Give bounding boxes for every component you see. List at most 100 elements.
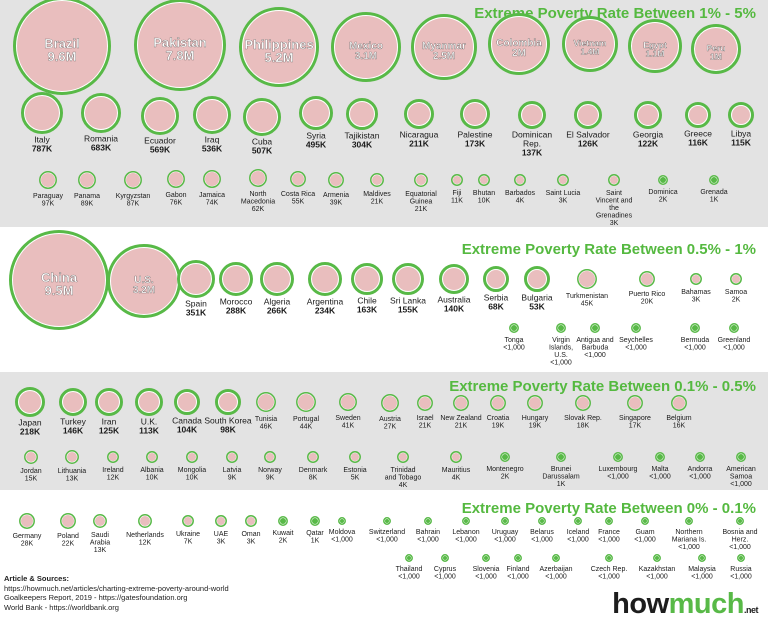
bubble-label: Bulgaria <box>521 293 552 303</box>
bubble-label: Latvia <box>223 467 242 474</box>
bubble-value: 3.1M <box>355 51 377 62</box>
bubble-label: Philippines <box>244 37 313 52</box>
bubble-label: U.S. <box>134 275 154 286</box>
bubble-value: <1,000 <box>625 345 647 352</box>
bubble-mark <box>554 556 558 560</box>
bubble-label: Estonia <box>343 467 366 474</box>
bubble-value: 218K <box>20 427 41 437</box>
bubble-mark <box>109 453 117 461</box>
bubble-label: Grenada <box>700 189 727 196</box>
bubble-value: 2.5M <box>433 51 455 62</box>
sources-header: Article & Sources: <box>4 574 70 583</box>
bubble-label: Ireland <box>102 467 124 474</box>
bubble-label: Guam <box>635 529 654 536</box>
bubble-label: Northern <box>675 529 702 536</box>
bubble-label: Bhutan <box>473 190 495 197</box>
bubble-label: Colombia <box>496 38 542 49</box>
bubble-mark <box>487 270 505 288</box>
bubble-mark <box>95 516 105 526</box>
bubble-value: <1,000 <box>678 544 700 551</box>
bubble-value: 15K <box>25 476 38 483</box>
bubble-value: 126K <box>578 139 599 149</box>
bubble-label: Moldova <box>329 529 356 536</box>
bubble-label: Ukraine <box>176 531 200 538</box>
bubble-value: 7K <box>184 539 193 546</box>
bubble-value: 137K <box>522 148 543 158</box>
bubble-label: Oman <box>241 531 260 538</box>
bubble-mark <box>247 517 255 525</box>
bubble-value: 5K <box>351 475 360 482</box>
bubble-label: Malaysia <box>688 566 716 573</box>
bubble-mark <box>407 556 411 560</box>
bubble-label: South Korea <box>204 416 252 426</box>
bubble-value: 62K <box>252 206 265 213</box>
bubble-value: 68K <box>488 302 504 312</box>
bubble-label: UAE <box>214 531 229 538</box>
bubble-value: 115K <box>731 138 752 148</box>
bubble-label: Norway <box>258 467 282 474</box>
bubble-label: Bahamas <box>681 289 711 296</box>
bubble-value: <1,000 <box>584 352 606 359</box>
bubble-bahrain: Bahrain<1,000 <box>416 517 440 544</box>
bubble-label: Dominica <box>648 189 677 196</box>
band-1-5: Extreme Poverty Rate Between 1% - 5% Bra… <box>0 0 768 227</box>
bubble-value: 787K <box>32 144 53 154</box>
bubble-label: Bermuda <box>681 337 710 344</box>
bubble-mark <box>739 556 743 560</box>
bubble-value: 1K <box>710 197 719 204</box>
bubble-value: <1,000 <box>494 537 516 544</box>
bubble-mark <box>372 175 382 185</box>
bubble-value: 2K <box>732 297 741 304</box>
bubble-label: Bosnia and <box>722 529 757 536</box>
bubble-label: Maldives <box>363 191 391 198</box>
bubble-mark <box>139 392 159 412</box>
bubble-mark <box>138 3 222 87</box>
bubble-value: 9.5M <box>45 283 74 298</box>
bubble-mark <box>579 271 595 287</box>
bubble-value: 1.4M <box>581 47 600 57</box>
bubble-value: 2K <box>501 474 510 481</box>
bubble-russia: Russia<1,000 <box>730 554 752 581</box>
bubble-value: 12K <box>139 540 152 547</box>
bubble-mark <box>629 397 641 409</box>
bubble-value: 45K <box>581 301 594 308</box>
bubble-label: Finland <box>507 566 530 573</box>
source-line: https://howmuch.net/articles/charting-ex… <box>4 583 229 593</box>
bubble-label: Gabon <box>165 192 186 199</box>
bubble-mark <box>181 264 211 294</box>
bubble-label: Australia <box>437 295 470 305</box>
bubble-label: El Salvador <box>566 130 610 140</box>
bubble-label: Herz. <box>732 537 749 544</box>
bubble-label: Grenadines <box>596 213 633 220</box>
bubble-value: 27K <box>384 424 397 431</box>
bubble-value: <1,000 <box>376 537 398 544</box>
bubble-label: Syria <box>306 131 326 141</box>
bubble-label: Singapore <box>619 415 651 422</box>
bubble-mark <box>280 518 286 524</box>
bubble-value: 3K <box>247 539 256 546</box>
bubble-value: <1,000 <box>646 574 668 581</box>
bubble-label: Belarus <box>530 529 554 536</box>
bubble-mark <box>641 273 653 285</box>
bubble-cyprus: Cyprus<1,000 <box>434 554 457 581</box>
bubble-malta: Malta<1,000 <box>649 452 671 481</box>
bubble-label: Czech Rep. <box>591 566 628 573</box>
